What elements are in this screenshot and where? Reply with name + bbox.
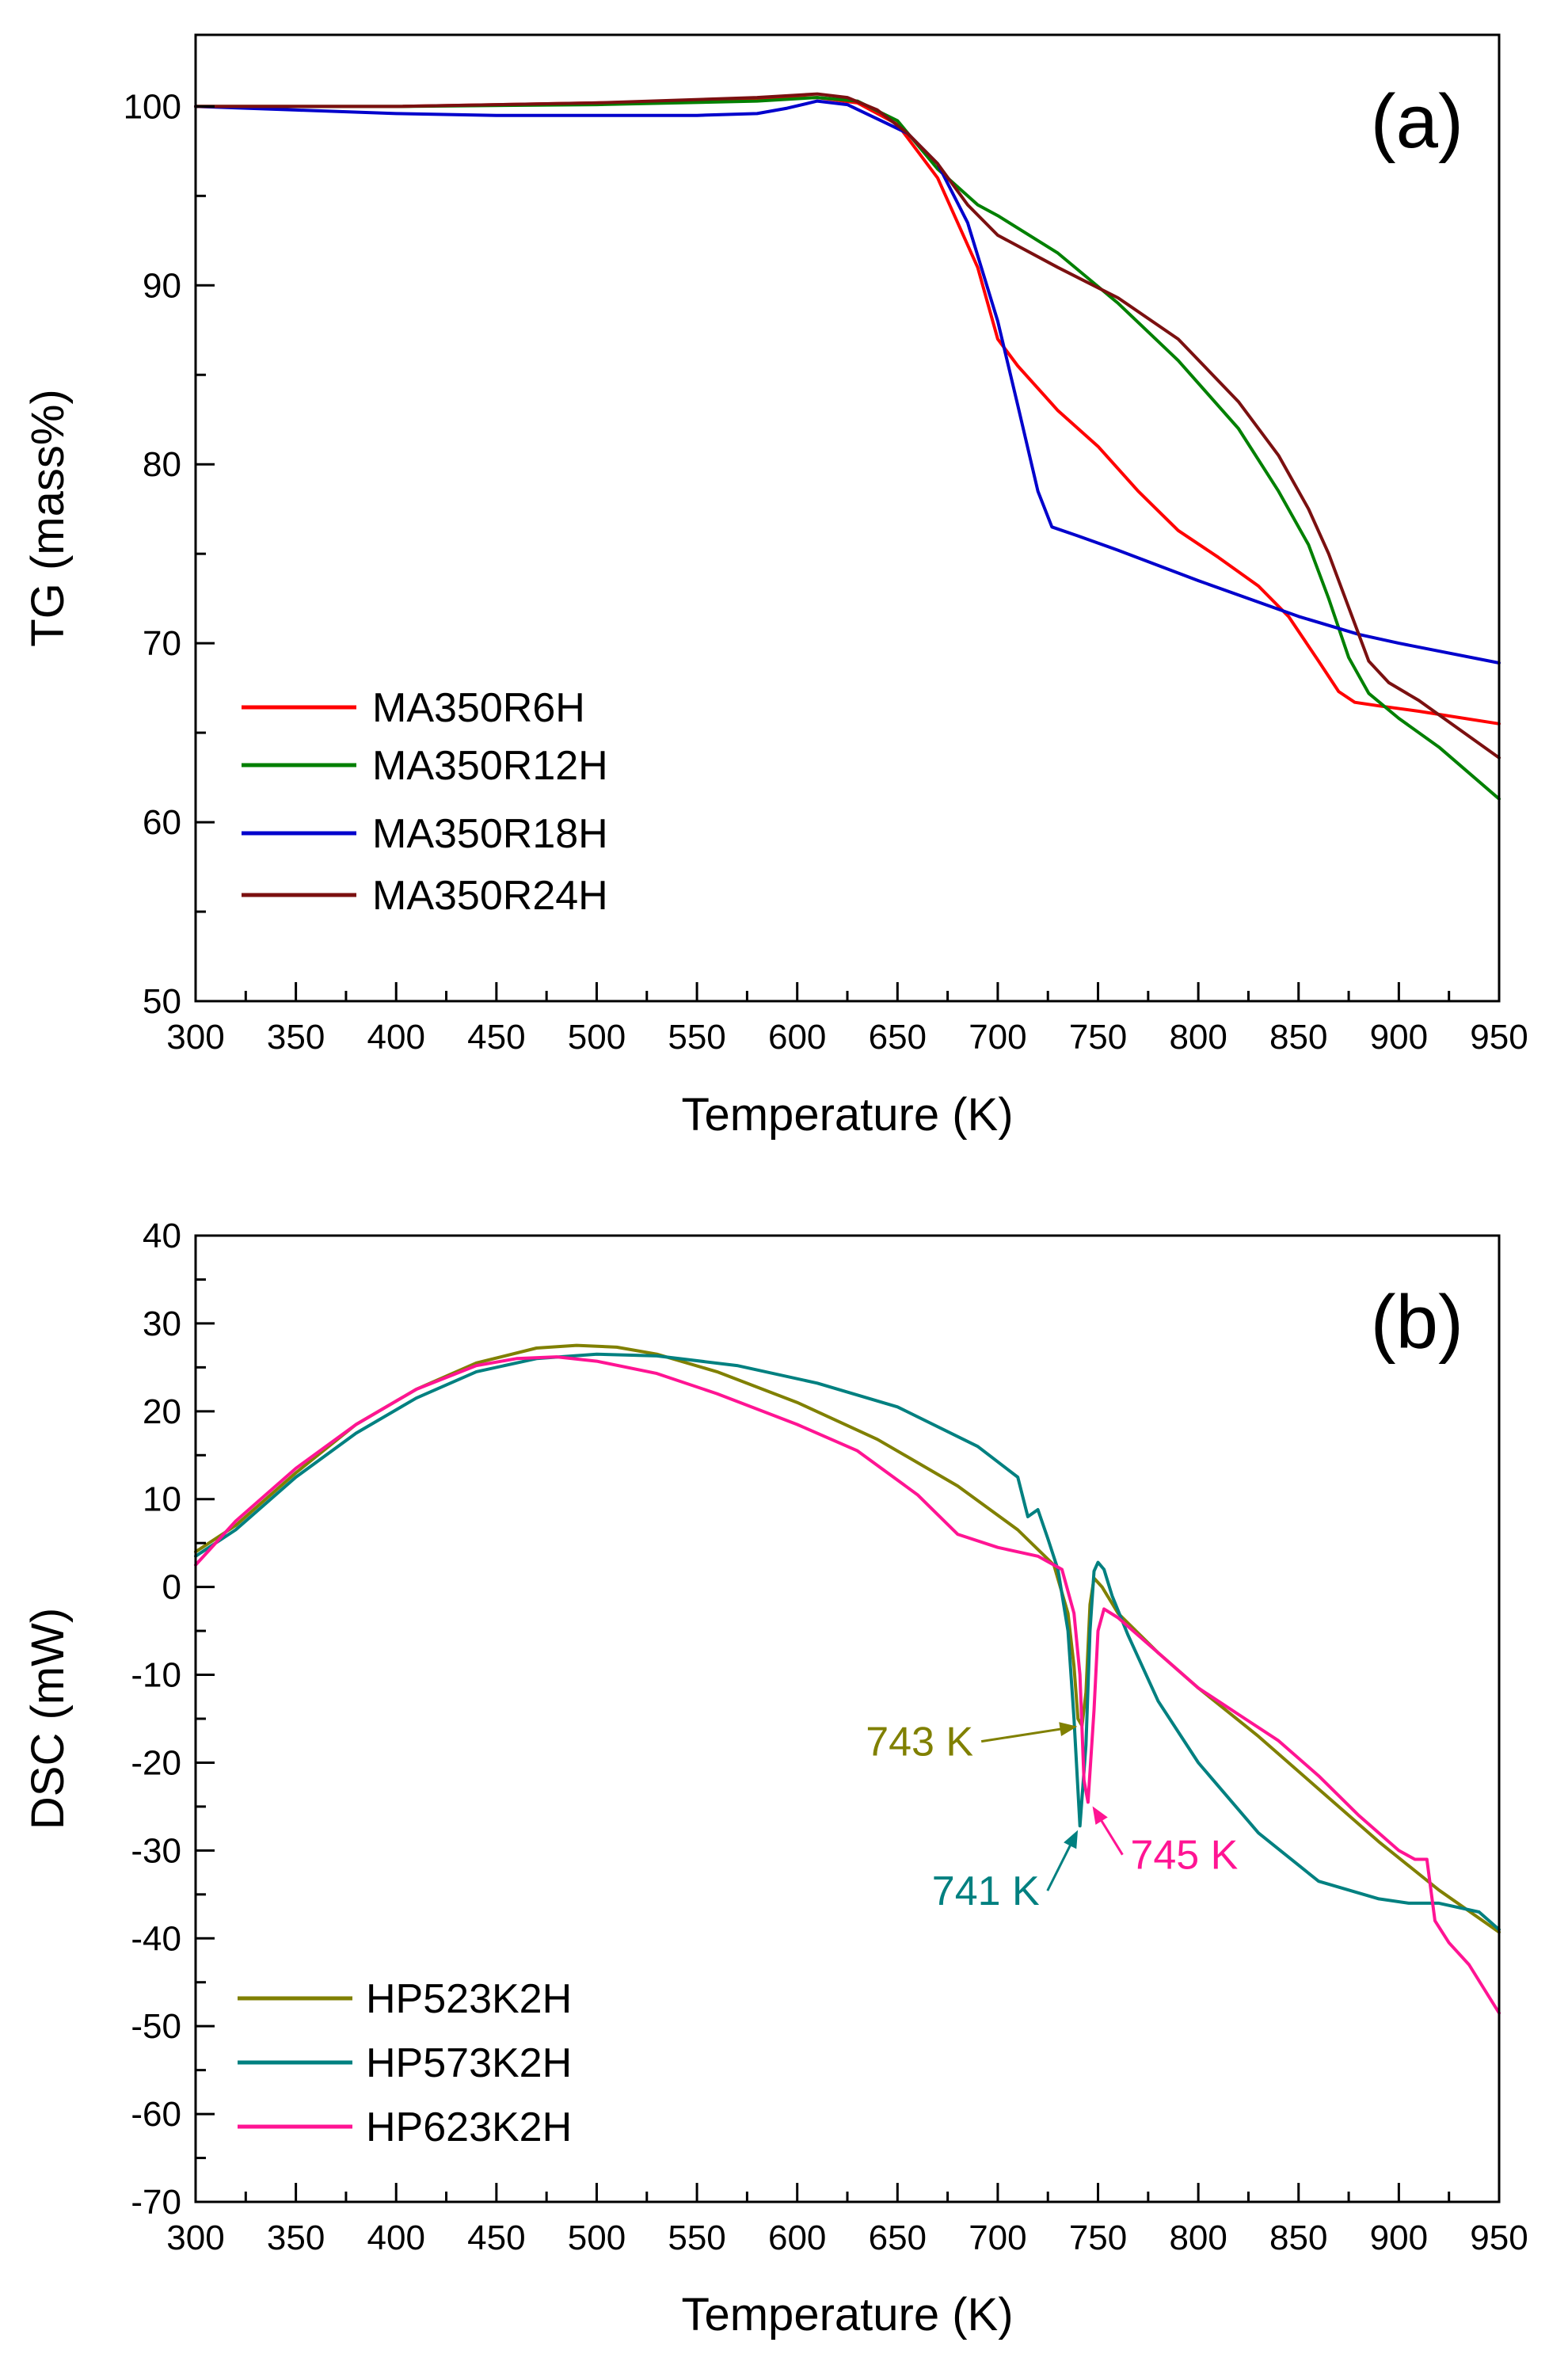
y-tick-label: -20 (131, 1743, 181, 1782)
x-tick-label: 350 (267, 2219, 325, 2257)
x-tick-label: 700 (969, 2219, 1026, 2257)
x-tick-label: 900 (1370, 2219, 1428, 2257)
annotation-arrow-shaft (980, 1727, 1067, 1743)
y-tick-label: 30 (143, 1304, 181, 1343)
y-tick-label: 100 (124, 87, 181, 126)
x-tick-label: 900 (1370, 1018, 1428, 1057)
x-tick-label: 650 (869, 1018, 927, 1057)
annotation-label: 741 K (932, 1868, 1040, 1914)
x-tick-label: 500 (568, 1018, 626, 1057)
y-tick-label: -50 (131, 2007, 181, 2046)
y-tick-label: 60 (143, 803, 181, 842)
x-tick-label: 400 (367, 2219, 425, 2257)
x-tick-label: 550 (668, 1018, 725, 1057)
annotation-745-k: 745 K (1092, 1806, 1239, 1879)
x-tick-label: 800 (1169, 1018, 1227, 1057)
y-tick-label: 40 (143, 1217, 181, 1255)
series-line-ma350r24h (194, 92, 1501, 760)
y-tick-label: 0 (162, 1568, 181, 1607)
panel-a-x-axis-title: Temperature (K) (681, 1089, 1013, 1141)
x-tick-label: 650 (869, 2219, 927, 2257)
panel-b-legend: HP523K2H HP573K2H HP623K2H (238, 1976, 572, 2150)
series-line-ma350r12h (194, 96, 1501, 801)
y-tick-label: -60 (131, 2095, 181, 2134)
x-tick-label: 300 (166, 1018, 224, 1057)
panel-b-annotations: 743 K 741 K 745 K (866, 1720, 1238, 1915)
legend-label-hp623k2h: HP623K2H (366, 2104, 572, 2150)
y-tick-label: 10 (143, 1480, 181, 1519)
annotation-arrow-head (1064, 1830, 1079, 1849)
panel-a-tg-chart: 300 350 400 450 500 550 600 650 700 750 800 850 900 9… (22, 33, 1528, 1141)
x-tick-label: 600 (768, 2219, 826, 2257)
y-tick-label: 90 (143, 266, 181, 305)
panel-b-series-layer (194, 1343, 1501, 2015)
y-tick-label: -70 (131, 2183, 181, 2222)
annotation-label: 745 K (1130, 1833, 1238, 1879)
panel-a-series-layer (194, 92, 1501, 801)
legend-label-ma350r18h: MA350R18H (372, 811, 608, 857)
annotation-741-k: 741 K (932, 1830, 1079, 1914)
x-tick-label: 800 (1169, 2219, 1227, 2257)
panel-a-ticks (194, 105, 1501, 1003)
series-line-ma350r18h (194, 99, 1501, 665)
annotation-arrow-shaft (1046, 1839, 1075, 1891)
series-line-hp623k2h (194, 1355, 1501, 2015)
annotation-label: 743 K (866, 1720, 973, 1765)
x-tick-label: 500 (568, 2219, 626, 2257)
x-tick-label: 450 (467, 1018, 525, 1057)
annotation-arrow-head (1059, 1722, 1078, 1737)
x-tick-label: 600 (768, 1018, 826, 1057)
panel-a-legend: MA350R6H MA350R12H MA350R18H MA350R24H (242, 685, 608, 919)
y-tick-label: 70 (143, 624, 181, 663)
x-tick-label: 300 (166, 2219, 224, 2257)
panel-b-x-tick-labels: 300 350 400 450 500 550 600 650 700 750 800 850 900 9… (166, 2219, 1528, 2257)
y-tick-label: 80 (143, 445, 181, 484)
series-line-ma350r6h (194, 96, 1501, 726)
series-line-hp573k2h (194, 1352, 1501, 1932)
annotation-arrow-head (1092, 1806, 1108, 1825)
x-tick-label: 350 (267, 1018, 325, 1057)
x-tick-label: 850 (1269, 2219, 1327, 2257)
legend-label-hp523k2h: HP523K2H (366, 1976, 572, 2022)
y-tick-label: -30 (131, 1831, 181, 1870)
x-tick-label: 450 (467, 2219, 525, 2257)
legend-label-ma350r12h: MA350R12H (372, 743, 608, 789)
panel-a-x-tick-labels: 300 350 400 450 500 550 600 650 700 750 800 850 900 9… (166, 1018, 1528, 1057)
annotation-arrow-shaft (1097, 1815, 1124, 1856)
panel-b-ticks (194, 1234, 1501, 2203)
y-tick-label: 20 (143, 1392, 181, 1431)
panel-b-dsc-chart: 300 350 400 450 500 550 600 650 700 750 800 850 900 9… (22, 1217, 1528, 2340)
legend-item-ma350r12h: MA350R12H (242, 743, 608, 789)
panel-b-label: (b) (1371, 1280, 1463, 1365)
panel-a-y-tick-labels: 50 60 70 80 90 100 (124, 87, 181, 1021)
legend-item-ma350r24h: MA350R24H (242, 873, 608, 919)
panel-b-y-tick-labels: -70 -60 -50 -40 -30 -20 -10 0 10 20 30 40 (131, 1217, 181, 2222)
x-tick-label: 950 (1470, 2219, 1528, 2257)
y-tick-label: 50 (143, 982, 181, 1021)
x-tick-label: 550 (668, 2219, 725, 2257)
legend-item-hp623k2h: HP623K2H (238, 2104, 572, 2150)
legend-label-hp573k2h: HP573K2H (366, 2040, 572, 2086)
x-tick-label: 400 (367, 1018, 425, 1057)
x-tick-label: 850 (1269, 1018, 1327, 1057)
x-tick-label: 750 (1069, 1018, 1127, 1057)
x-tick-label: 950 (1470, 1018, 1528, 1057)
x-tick-label: 750 (1069, 2219, 1127, 2257)
series-line-hp523k2h (194, 1343, 1501, 1934)
legend-item-ma350r18h: MA350R18H (242, 811, 608, 857)
panel-b-y-axis-title: DSC (mW) (22, 1608, 74, 1830)
legend-label-ma350r6h: MA350R6H (372, 685, 585, 731)
annotation-743-k: 743 K (866, 1720, 1078, 1765)
y-tick-label: -40 (131, 1919, 181, 1958)
panel-a-y-axis-title: TG (mass%) (22, 389, 74, 646)
legend-item-hp523k2h: HP523K2H (238, 1976, 572, 2022)
panel-a-label: (a) (1371, 79, 1463, 164)
legend-label-ma350r24h: MA350R24H (372, 873, 608, 919)
legend-item-ma350r6h: MA350R6H (242, 685, 585, 731)
x-tick-label: 700 (969, 1018, 1026, 1057)
panel-b-x-axis-title: Temperature (K) (681, 2289, 1013, 2340)
y-tick-label: -10 (131, 1656, 181, 1695)
legend-item-hp573k2h: HP573K2H (238, 2040, 572, 2086)
